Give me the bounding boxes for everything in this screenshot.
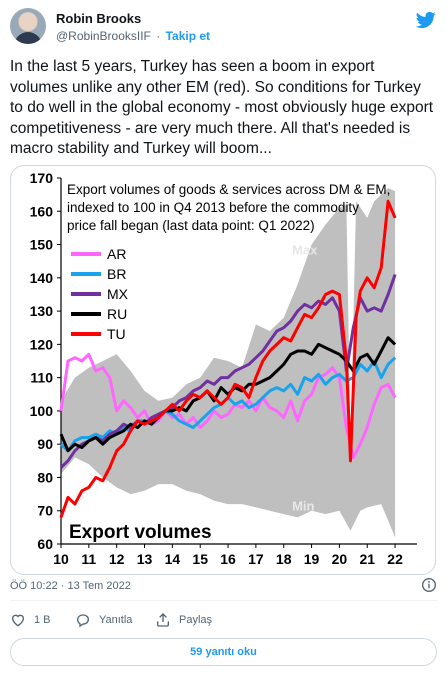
legend-label-ru: RU [107, 306, 127, 322]
tweet-actions: 1 B Yanıtla Paylaş [10, 610, 437, 630]
y-tick-label: 110 [30, 370, 53, 386]
reply-bubble-icon [76, 614, 90, 628]
author-handle[interactable]: @RobinBrooksIIF [56, 29, 151, 43]
y-tick-label: 170 [30, 170, 54, 186]
legend-label-tu: TU [107, 326, 126, 342]
share-button[interactable]: Paylaş [155, 610, 212, 630]
y-tick-label: 80 [37, 469, 53, 485]
chart-title-line: Export volumes of goods & services acros… [67, 182, 390, 197]
author-handle-row: @RobinBrooksIIF · Takip et [56, 29, 210, 43]
band-max-label: Max [292, 243, 318, 258]
like-count: 1 B [34, 614, 51, 626]
y-tick-label: 90 [37, 436, 53, 452]
x-tick-label: 11 [81, 551, 96, 567]
x-tick-label: 18 [276, 551, 292, 567]
y-tick-label: 70 [37, 503, 53, 519]
y-tick-label: 150 [30, 237, 54, 253]
x-tick-label: 10 [53, 551, 69, 567]
export-volumes-chart: 60 70 80 90 100 110 120 130 140 150 160 170 10 11 12 13… [30, 170, 417, 567]
series-line-ru [59, 336, 397, 453]
x-tick-label: 15 [192, 551, 208, 567]
heart-icon [11, 614, 25, 627]
reply-label: Yanıtla [99, 614, 133, 626]
x-tick-label: 13 [137, 551, 153, 567]
legend-label-ar: AR [107, 246, 126, 262]
tweet-timestamp[interactable]: ÖÖ 10:22 · 13 Tem 2022 [10, 580, 131, 592]
y-tick-label: 130 [30, 303, 54, 319]
read-replies-button[interactable]: 59 yanıtı oku [10, 638, 437, 666]
y-tick-label: 160 [30, 203, 54, 219]
x-tick-label: 22 [387, 551, 403, 567]
y-tick-label: 100 [30, 403, 54, 419]
chart-corner-label: Export volumes [69, 522, 212, 543]
y-tick-label: 60 [37, 536, 53, 552]
band-min-label: Min [292, 499, 314, 514]
chart-title-line: price fall began (last data point: Q1 20… [67, 218, 315, 233]
legend-label-br: BR [107, 266, 126, 282]
share-upload-icon [157, 613, 169, 627]
x-tick-label: 20 [332, 551, 348, 567]
divider [10, 600, 437, 601]
separator-dot: · [156, 29, 161, 43]
x-tick-label: 16 [220, 551, 236, 567]
like-button[interactable]: 1 B [10, 610, 51, 630]
chart-legend: AR BR MX RU TU [71, 246, 129, 342]
x-tick-label: 14 [165, 551, 181, 567]
series-line-tu [59, 199, 397, 518]
tweet-header: Robin Brooks @RobinBrooksIIF · Takip et [10, 8, 437, 48]
share-label: Paylaş [179, 614, 213, 626]
min-max-band [61, 188, 396, 538]
chart-axes: 60 70 80 90 100 110 120 130 140 150 160 170 10 11 12 13… [30, 170, 417, 567]
legend-label-mx: MX [107, 286, 129, 302]
reply-button[interactable]: Yanıtla [75, 610, 132, 630]
x-tick-label: 17 [248, 551, 264, 567]
y-tick-label: 140 [30, 270, 54, 286]
twitter-bird-icon[interactable] [415, 10, 437, 30]
series-line-ar [59, 352, 397, 459]
series-line-mx [59, 274, 397, 469]
author-name[interactable]: Robin Brooks [56, 11, 142, 26]
tweet-media-chart[interactable]: 60 70 80 90 100 110 120 130 140 150 160 170 10 11 12 13… [10, 165, 436, 575]
x-tick-label: 19 [304, 551, 320, 567]
x-tick-label: 21 [359, 551, 375, 567]
tweet-text: In the last 5 years, Turkey has seen a b… [10, 58, 434, 157]
x-tick-label: 12 [109, 551, 125, 567]
follow-button[interactable]: Takip et [165, 29, 211, 43]
chart-title-line: indexed to 100 in Q4 2013 before the com… [67, 200, 359, 215]
chart-title: Export volumes of goods & services acros… [67, 182, 390, 233]
info-icon[interactable] [421, 577, 437, 593]
y-tick-label: 120 [30, 336, 54, 352]
avatar[interactable] [10, 8, 46, 44]
